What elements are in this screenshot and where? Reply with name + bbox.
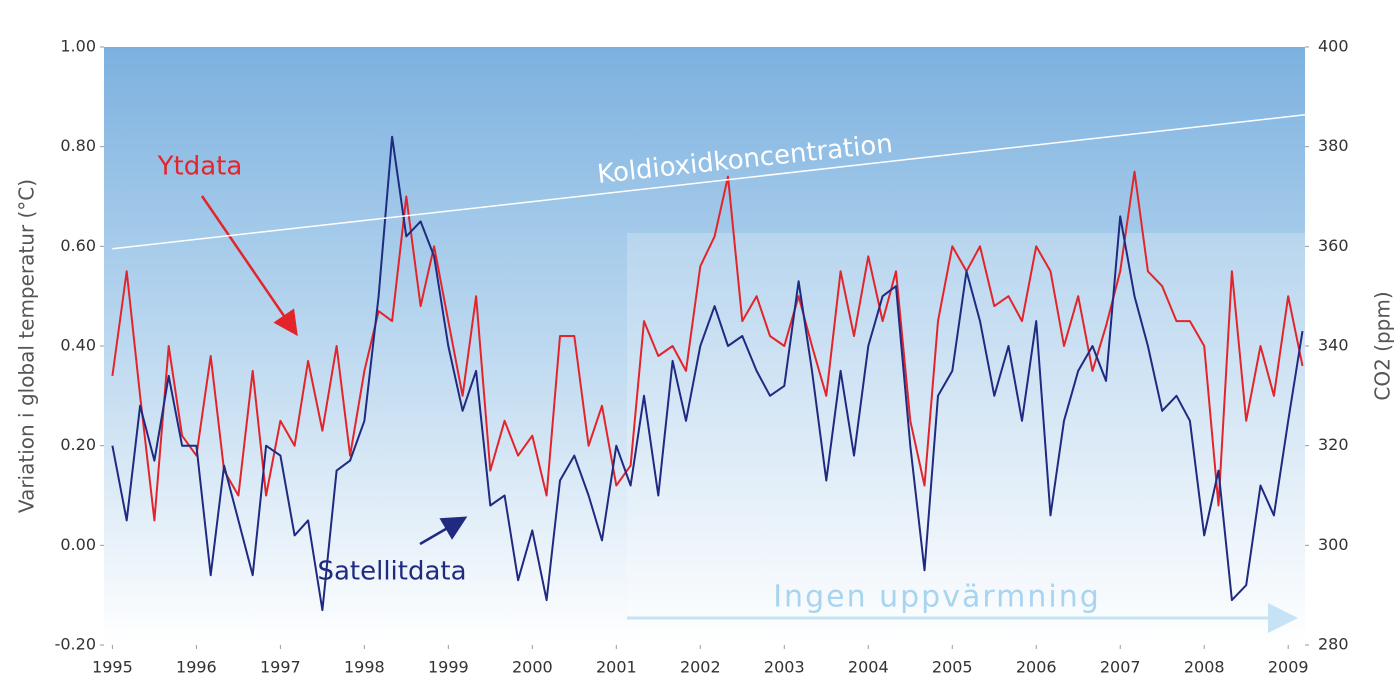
y-tick-label: 0.80 — [60, 136, 96, 155]
x-tick-label: 2006 — [1016, 658, 1057, 677]
x-tick-label: 1996 — [176, 658, 217, 677]
annotation: Satellitdata — [317, 557, 466, 587]
x-tick-label: 1995 — [92, 658, 133, 677]
series-line — [112, 114, 1306, 250]
x-tick-label: 2008 — [1184, 658, 1225, 677]
y-tick-label: 0.40 — [60, 336, 96, 355]
annotation: Ingen uppvärmning — [773, 580, 1101, 615]
y2-tick-label: 300 — [1318, 535, 1349, 554]
y-tick-label: 1.00 — [60, 37, 96, 56]
y2-tick-label: 340 — [1318, 336, 1349, 355]
x-tick-label: 2009 — [1268, 658, 1309, 677]
ytdata-arrow — [200, 195, 298, 337]
y-tick-label: -0.20 — [55, 635, 96, 654]
y-tick-label: 0.00 — [60, 535, 96, 554]
y-tick-label: 0.60 — [60, 236, 96, 255]
series-line — [111, 135, 1304, 612]
y2-tick-label: 320 — [1318, 435, 1349, 454]
y2-tick-label: 360 — [1318, 236, 1349, 255]
x-tick-label: 2005 — [932, 658, 973, 677]
x-tick-label: 1999 — [428, 658, 469, 677]
x-tick-label: 1997 — [260, 658, 301, 677]
series-layer — [111, 114, 1306, 612]
x-tick-label: 2002 — [680, 658, 721, 677]
y2-axis-title: CO2 (ppm) — [1371, 291, 1395, 400]
y2-tick-label: 400 — [1318, 37, 1349, 56]
plot-background — [104, 47, 1305, 645]
y-tick-label: 0.20 — [60, 435, 96, 454]
annotation: Ytdata — [157, 152, 243, 182]
x-tick-label: 2000 — [512, 658, 553, 677]
x-tick-label: 1998 — [344, 658, 385, 677]
satellit-arrow — [419, 516, 468, 546]
y2-tick-label: 280 — [1318, 635, 1349, 654]
x-tick-label: 2007 — [1100, 658, 1141, 677]
x-tick-label: 2004 — [848, 658, 889, 677]
y-axis-title: Variation i global temperatur (°C) — [15, 179, 39, 513]
x-tick-label: 2001 — [596, 658, 637, 677]
y2-tick-label: 380 — [1318, 136, 1349, 155]
x-tick-label: 2003 — [764, 658, 805, 677]
series-line — [111, 170, 1304, 522]
